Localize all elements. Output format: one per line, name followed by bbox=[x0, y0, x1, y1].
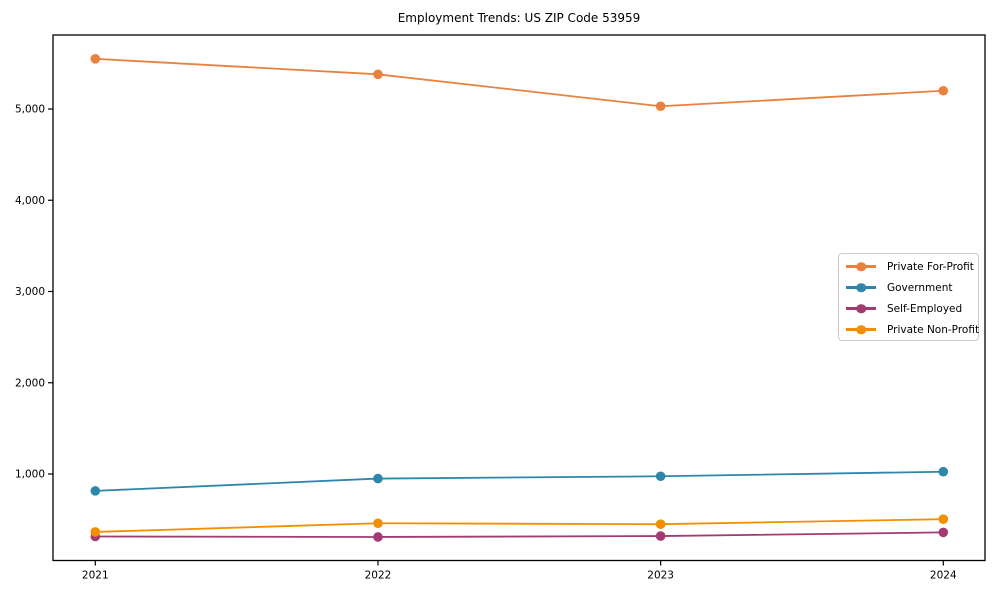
data-point-self-employed-2022 bbox=[373, 532, 383, 542]
x-axis-tick-label: 2024 bbox=[930, 570, 957, 582]
legend-item-self-employed: Self-Employed bbox=[846, 298, 978, 319]
x-axis-tick-label: 2022 bbox=[365, 570, 392, 582]
y-axis-tick-label: 2,000 bbox=[15, 377, 45, 389]
plot-border bbox=[52, 34, 986, 562]
data-point-private-for-profit-2022 bbox=[373, 69, 383, 80]
data-point-private-for-profit-2021 bbox=[90, 54, 101, 64]
data-point-private-non-profit-2021 bbox=[90, 527, 101, 537]
x-axis-tick-label: 2023 bbox=[647, 570, 674, 582]
y-axis-tick-label: 3,000 bbox=[15, 286, 45, 298]
legend-item-government: Government bbox=[846, 277, 978, 298]
data-point-government-2024 bbox=[938, 466, 949, 477]
series-line-government bbox=[94, 470, 945, 492]
legend-item-private-for-profit: Private For-Profit bbox=[846, 256, 978, 277]
chart-title: Employment Trends: US ZIP Code 53959 bbox=[397, 11, 641, 25]
series-line-self-employed bbox=[94, 531, 945, 538]
series-line-private-for-profit bbox=[94, 57, 945, 108]
y-axis-tick-label: 5,000 bbox=[15, 104, 45, 116]
data-point-private-non-profit-2024 bbox=[938, 514, 949, 524]
series-line-private-non-profit bbox=[94, 518, 945, 533]
data-point-self-employed-2024 bbox=[938, 527, 949, 538]
line-marker-icon bbox=[846, 324, 876, 335]
y-axis-tick-label: 1,000 bbox=[15, 469, 45, 481]
data-point-government-2022 bbox=[373, 473, 383, 484]
data-point-private-non-profit-2022 bbox=[373, 518, 383, 529]
legend-item-private-non-profit: Private Non-Profit bbox=[846, 319, 980, 340]
data-point-private-non-profit-2023 bbox=[655, 519, 666, 529]
data-point-private-for-profit-2024 bbox=[938, 85, 949, 96]
line-marker-icon bbox=[846, 303, 876, 314]
data-point-self-employed-2023 bbox=[655, 531, 666, 541]
data-point-private-for-profit-2023 bbox=[655, 101, 666, 112]
legend-label: Self-Employed bbox=[887, 302, 963, 315]
legend-label: Private Non-Profit bbox=[887, 323, 980, 336]
y-axis-tick-label: 4,000 bbox=[15, 195, 45, 207]
legend-label: Government bbox=[887, 281, 953, 294]
x-axis-tick-label: 2021 bbox=[82, 570, 109, 582]
line-marker-icon bbox=[846, 261, 876, 272]
data-point-government-2021 bbox=[90, 486, 101, 496]
line-marker-icon bbox=[846, 282, 876, 293]
chart-legend: Private For-Profit Government Self-Emplo… bbox=[838, 253, 979, 341]
legend-label: Private For-Profit bbox=[887, 260, 974, 273]
data-point-government-2023 bbox=[655, 471, 666, 482]
